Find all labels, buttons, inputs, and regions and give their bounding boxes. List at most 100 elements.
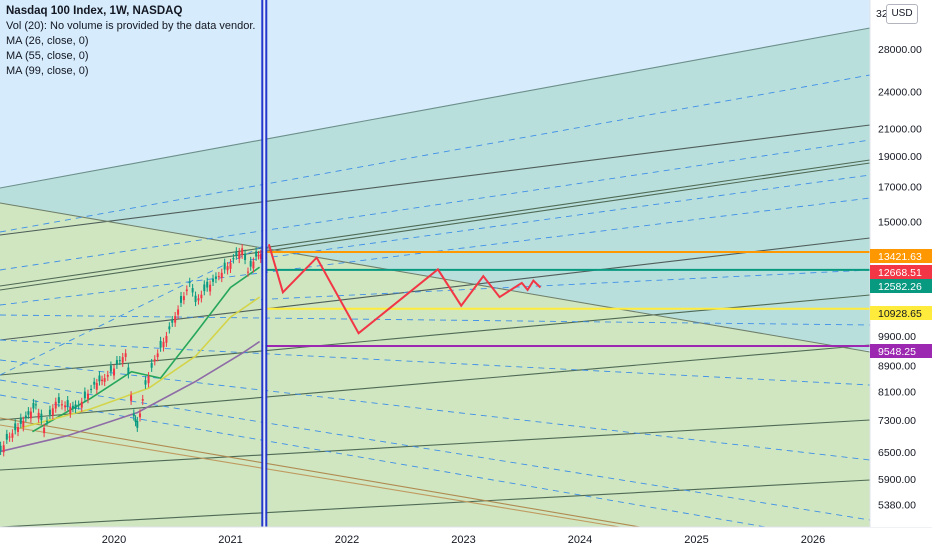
candle-body	[159, 340, 162, 348]
candle-body	[83, 391, 86, 399]
fan-line	[0, 27, 870, 189]
legend-ma-26[interactable]: MA (26, close, 0)	[6, 35, 89, 47]
price-tag-label: 12582.26	[878, 281, 922, 293]
candle-body	[229, 262, 232, 269]
candle-body	[109, 365, 112, 372]
ma-line	[20, 296, 261, 429]
candle-body	[257, 255, 260, 257]
legend-ma-55[interactable]: MA (55, close, 0)	[6, 50, 89, 62]
fan-line	[0, 162, 870, 291]
vertical-marker[interactable]	[261, 0, 268, 527]
candle-body	[0, 445, 2, 451]
candle-body	[43, 427, 46, 434]
candle-body	[27, 411, 30, 415]
vertical-marker-core	[263, 0, 266, 527]
price-tag-bg	[870, 265, 932, 279]
ma-line	[32, 266, 261, 433]
candle-body	[51, 408, 54, 416]
candle-body	[177, 309, 180, 315]
x-tick-label: 2023	[451, 534, 475, 546]
candle-body	[95, 383, 98, 390]
candle-body	[37, 412, 40, 419]
legend-ma-99[interactable]: MA (99, close, 0)	[6, 65, 89, 77]
legend-symbol-title[interactable]: Nasdaq 100 Index, 1W, NASDAQ	[6, 5, 183, 17]
candle-body	[212, 278, 215, 282]
candle-body	[144, 380, 147, 385]
y-tick-label: 9900.00	[878, 331, 916, 343]
candle-body	[179, 296, 182, 303]
candle-body	[197, 298, 200, 301]
fan-line	[0, 424, 621, 527]
x-axis-ticks: 2020 2021 2022 2023 2024 2025 2026	[102, 534, 825, 546]
candle-body	[206, 281, 209, 288]
candle-body	[93, 381, 96, 385]
fan-line	[0, 237, 870, 341]
candle-body	[34, 404, 37, 406]
candle-body	[106, 374, 109, 377]
candle-body	[24, 415, 27, 418]
x-tick-label: 2021	[218, 534, 242, 546]
candle-body	[80, 401, 83, 408]
x-tick-label: 2025	[684, 534, 708, 546]
candle-body	[223, 262, 226, 270]
candle-body	[90, 388, 93, 390]
legend-volume[interactable]: Vol (20): No volume is provided by the d…	[6, 20, 256, 32]
candle-body	[48, 409, 51, 415]
candle-body	[246, 271, 249, 273]
y-tick-top-partial: 32	[876, 8, 888, 20]
projection-path	[267, 244, 542, 335]
candle-body	[188, 281, 191, 283]
dashed-fan-line	[0, 379, 870, 521]
y-axis-area[interactable]	[871, 0, 932, 527]
dashed-lines	[0, 74, 870, 527]
price-tag-bg	[870, 279, 932, 293]
candle-body	[40, 413, 43, 421]
price-tag-bg	[870, 344, 932, 358]
candle-body	[141, 399, 144, 401]
dashed-fan-line	[0, 139, 870, 271]
price-tag: 13421.63	[870, 249, 932, 263]
candle-body	[69, 407, 72, 414]
candle-body	[2, 445, 5, 453]
candle-body	[113, 368, 115, 376]
candle-body	[259, 253, 262, 259]
candle-body	[5, 433, 8, 440]
candle-body	[171, 320, 174, 323]
candle-body	[249, 260, 252, 267]
ma-line	[0, 340, 261, 453]
candle-body	[235, 251, 238, 256]
candle-body	[54, 401, 57, 409]
dashed-fan-line	[0, 314, 870, 326]
candle-body	[32, 402, 35, 409]
candle-body	[185, 289, 188, 292]
candle-body	[134, 419, 137, 423]
y-tick-label: 28000.00	[878, 44, 922, 56]
candle-body	[191, 288, 194, 293]
fan-line	[0, 419, 870, 471]
candle-body	[98, 375, 101, 382]
candle-body	[14, 423, 17, 431]
dashed-fan-line	[0, 394, 769, 527]
x-axis-area[interactable]	[0, 528, 932, 550]
y-tick-label: 8900.00	[878, 360, 916, 372]
candle-body	[162, 341, 165, 348]
price-tag: 9548.25	[870, 344, 932, 358]
candle-body	[217, 276, 220, 278]
y-tick-label: 19000.00	[878, 151, 922, 163]
fan-line	[0, 344, 870, 421]
price-candles	[0, 244, 262, 457]
currency-button[interactable]: USD	[886, 4, 918, 24]
candle-body	[71, 405, 74, 409]
dashed-fan-line	[0, 74, 870, 233]
dashed-fan-line	[249, 269, 870, 301]
candle-body	[101, 379, 104, 382]
candle-body	[244, 253, 247, 260]
price-tag: 10928.65	[870, 306, 932, 320]
y-tick-label: 24000.00	[878, 87, 922, 99]
x-tick-label: 2024	[568, 534, 592, 546]
y-tick-label: 8100.00	[878, 386, 916, 398]
candle-body	[238, 251, 241, 259]
candle-body	[136, 421, 139, 428]
candle-body	[200, 294, 203, 299]
